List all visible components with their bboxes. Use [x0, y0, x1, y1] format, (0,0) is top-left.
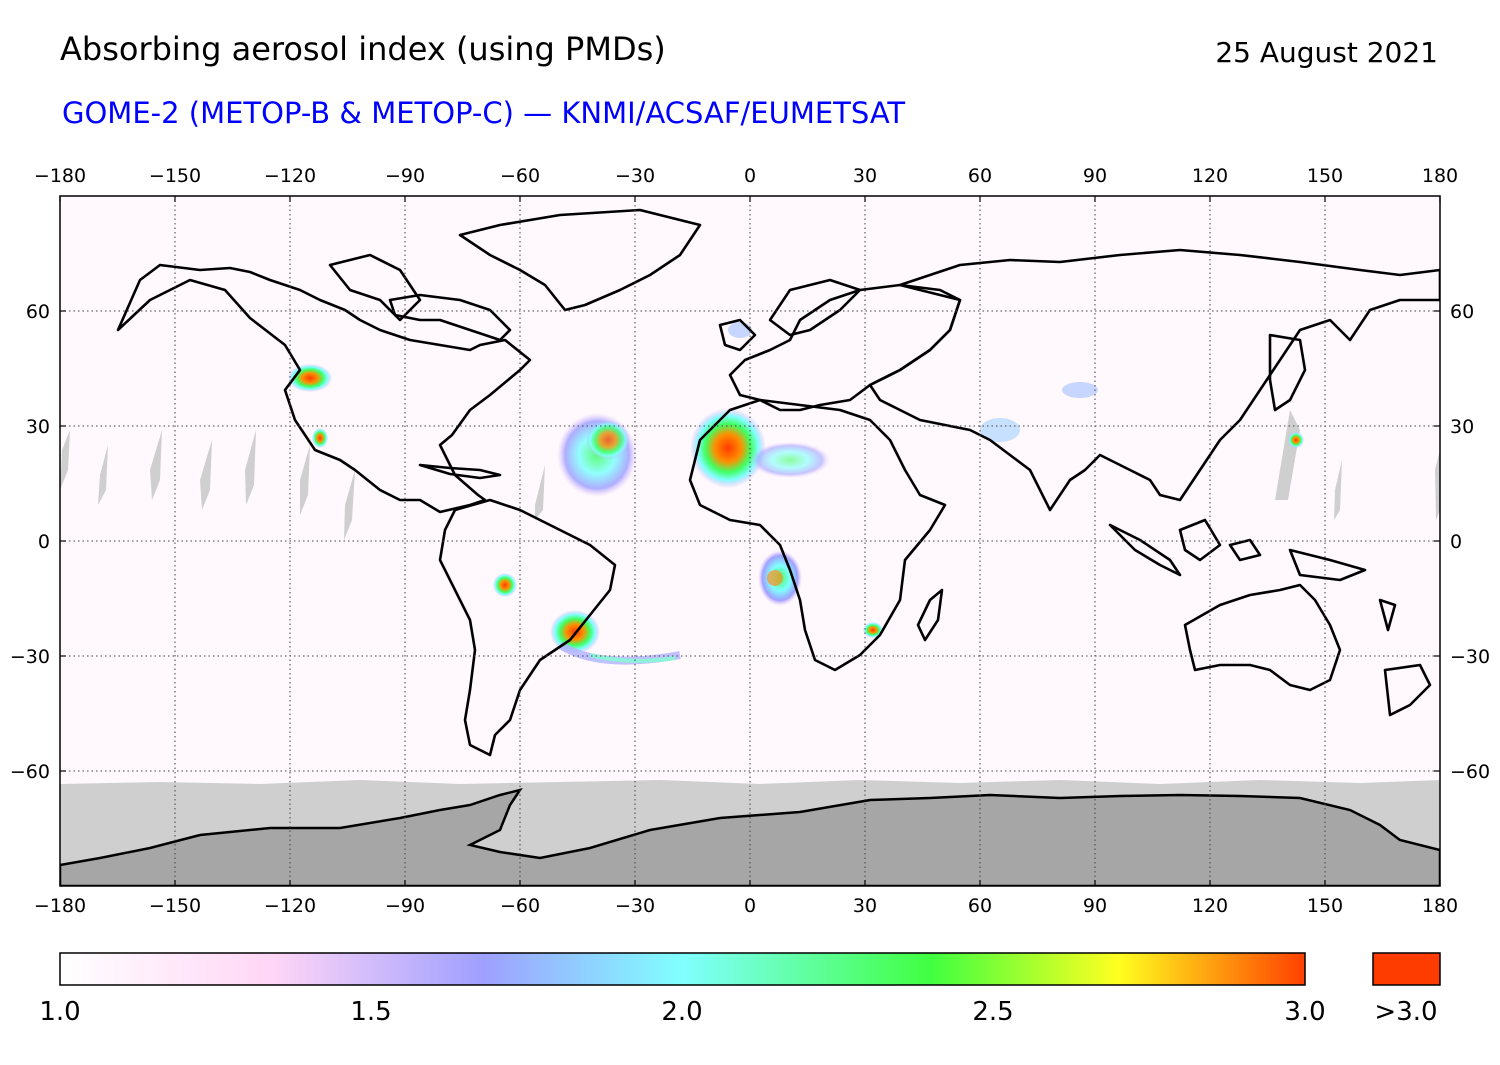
lat-tick-right: 60 [1450, 301, 1474, 323]
lon-tick-bottom: −30 [615, 895, 655, 917]
lat-tick-right: −60 [1450, 761, 1490, 783]
lon-tick-top: −180 [34, 165, 86, 187]
map-date: 25 August 2021 [1215, 36, 1438, 69]
colorbar-tick: 2.5 [972, 997, 1013, 1027]
lon-tick-top: −120 [264, 165, 316, 187]
lat-tick-left: 60 [26, 301, 50, 323]
lon-tick-bottom: 180 [1422, 895, 1458, 917]
colorbar-tick: 3.0 [1284, 997, 1325, 1027]
graticule [60, 196, 1440, 886]
lon-tick-bottom: −150 [149, 895, 201, 917]
lon-tick-bottom: 90 [1083, 895, 1107, 917]
lon-tick-top: −30 [615, 165, 655, 187]
lon-tick-top: 150 [1307, 165, 1343, 187]
lon-tick-bottom: 60 [968, 895, 992, 917]
lat-tick-right: 0 [1450, 531, 1462, 553]
lon-tick-top: 90 [1083, 165, 1107, 187]
lon-tick-bottom: 0 [744, 895, 756, 917]
lon-tick-top: −150 [149, 165, 201, 187]
lon-tick-bottom: −60 [500, 895, 540, 917]
lat-tick-left: 0 [38, 531, 50, 553]
colorbar-gradient [59, 952, 1306, 986]
lon-tick-top: 0 [744, 165, 756, 187]
lat-labels-left: 60 30 0 −30 −60 [10, 301, 50, 783]
tick-marks [59, 196, 1441, 886]
lon-tick-top: 60 [968, 165, 992, 187]
lat-tick-right: −30 [1450, 646, 1490, 668]
lon-tick-bottom: −180 [34, 895, 86, 917]
lon-tick-top: −90 [385, 165, 425, 187]
lon-tick-top: 30 [853, 165, 877, 187]
lon-tick-bottom: −120 [264, 895, 316, 917]
lat-tick-left: −30 [10, 646, 50, 668]
lon-tick-top: 120 [1192, 165, 1228, 187]
lon-labels-top: −180 −150 −120 −90 −60 −30 0 30 60 90 12… [34, 165, 1458, 187]
colorbar-tick: 2.0 [661, 997, 702, 1027]
colorbar-over-swatch [1372, 952, 1441, 986]
lat-tick-right: 30 [1450, 416, 1474, 438]
colorbar-tick: 1.0 [39, 997, 80, 1027]
aerosol-plumes [288, 322, 1304, 665]
lat-labels-right: 60 30 0 −30 −60 [1450, 301, 1490, 783]
map-subtitle: GOME-2 (METOP-B & METOP-C) — KNMI/ACSAF/… [62, 96, 906, 130]
no-data-swaths [60, 410, 1440, 540]
lon-tick-top: −60 [500, 165, 540, 187]
lon-labels-bottom: −180 −150 −120 −90 −60 −30 0 30 60 90 12… [34, 895, 1458, 917]
colorbar-tick: 1.5 [350, 997, 391, 1027]
lat-tick-left: −60 [10, 761, 50, 783]
colorbar-over-label: >3.0 [1374, 997, 1437, 1027]
lon-tick-bottom: 30 [853, 895, 877, 917]
lon-tick-bottom: 150 [1307, 895, 1343, 917]
lat-tick-left: 30 [26, 416, 50, 438]
lon-tick-bottom: 120 [1192, 895, 1228, 917]
colorbar-labels: 1.0 1.5 2.0 2.5 3.0 >3.0 [39, 997, 1437, 1027]
lon-tick-top: 180 [1422, 165, 1458, 187]
lon-tick-bottom: −90 [385, 895, 425, 917]
map-title: Absorbing aerosol index (using PMDs) [60, 30, 666, 68]
